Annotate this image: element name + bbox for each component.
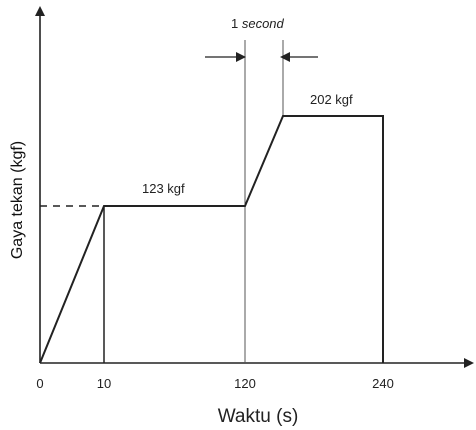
x-tick-label-120: 120: [234, 376, 256, 391]
x-tick-label-0: 0: [36, 376, 43, 391]
series-line: [39, 115, 384, 364]
duration-annotation: 1 second: [205, 16, 318, 62]
data-label-123: 123 kgf: [142, 181, 185, 196]
x-tick-label-10: 10: [97, 376, 111, 391]
y-axis-title: Gaya tekan (kgf): [9, 141, 26, 259]
duration-emphasis: second: [242, 16, 285, 31]
data-label-202: 202 kgf: [310, 92, 353, 107]
x-axis-title: Waktu (s): [218, 406, 299, 427]
x-tick-label-240: 240: [372, 376, 394, 391]
duration-label: 1 second: [231, 16, 285, 31]
duration-prefix: 1: [231, 16, 242, 31]
